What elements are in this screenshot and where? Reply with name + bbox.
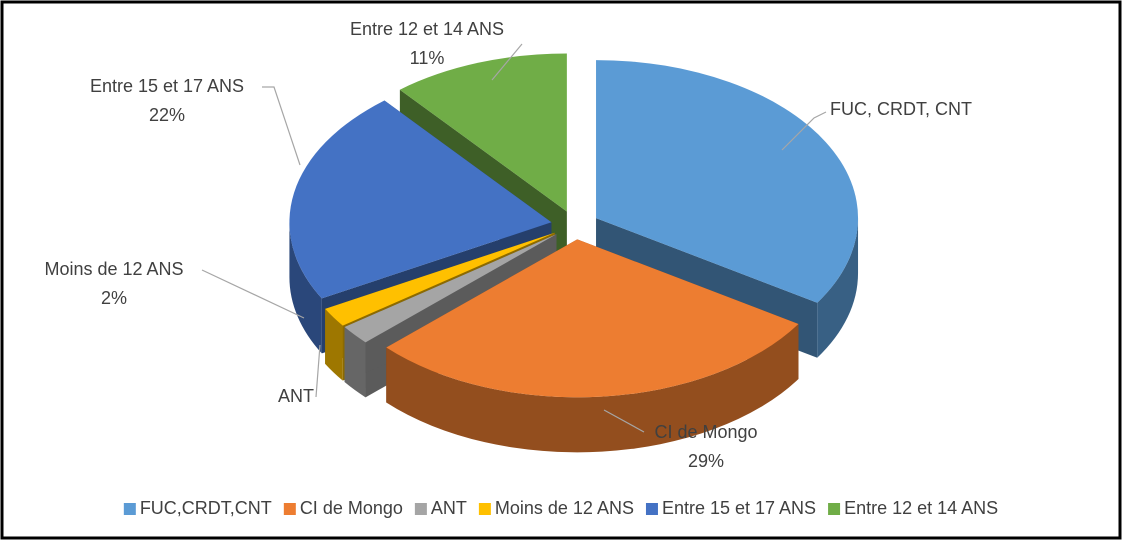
data-label-name: FUC, CRDT, CNT	[830, 99, 972, 119]
slice-wall	[289, 222, 322, 354]
slice	[289, 100, 552, 299]
leader-line	[781, 111, 827, 151]
legend-label: Moins de 12 ANS	[495, 498, 634, 518]
legend-label: Entre 12 et 14 ANS	[844, 498, 998, 518]
data-label-name: Moins de 12 ANS	[44, 259, 183, 279]
data-label-name: Entre 12 et 14 ANS	[350, 19, 504, 39]
legend-label: Entre 15 et 17 ANS	[662, 498, 816, 518]
legend-label: FUC,CRDT,CNT	[140, 498, 272, 518]
data-label-value: 11%	[410, 48, 445, 68]
data-label-value: 22%	[149, 105, 185, 125]
legend-swatch	[828, 503, 841, 515]
legend-swatch	[283, 503, 296, 515]
slice-wall	[817, 218, 859, 358]
slice	[344, 234, 557, 343]
data-label-name: CI de Mongo	[654, 422, 757, 442]
slice	[386, 239, 799, 398]
legend-swatch	[123, 503, 136, 515]
legend-swatch	[645, 503, 658, 515]
leader-line	[315, 344, 321, 398]
legend-label: ANT	[431, 498, 467, 518]
data-label-value: 2%	[101, 288, 127, 308]
legend-label: CI de Mongo	[300, 498, 403, 518]
legend-swatch	[478, 503, 491, 515]
slice-wall	[325, 308, 343, 381]
leader-line	[491, 43, 523, 81]
leader-line	[262, 86, 301, 166]
data-label-name: Entre 15 et 17 ANS	[90, 76, 244, 96]
legend-swatch	[414, 503, 427, 515]
slice	[596, 60, 859, 303]
slice-wall	[344, 327, 366, 398]
leader-line	[201, 269, 305, 319]
slice	[399, 53, 567, 212]
slice-wall	[386, 323, 799, 453]
data-label-value: 29%	[688, 451, 724, 471]
slice	[325, 232, 555, 326]
leader-line	[603, 409, 645, 433]
data-label-name: ANT	[278, 386, 314, 406]
